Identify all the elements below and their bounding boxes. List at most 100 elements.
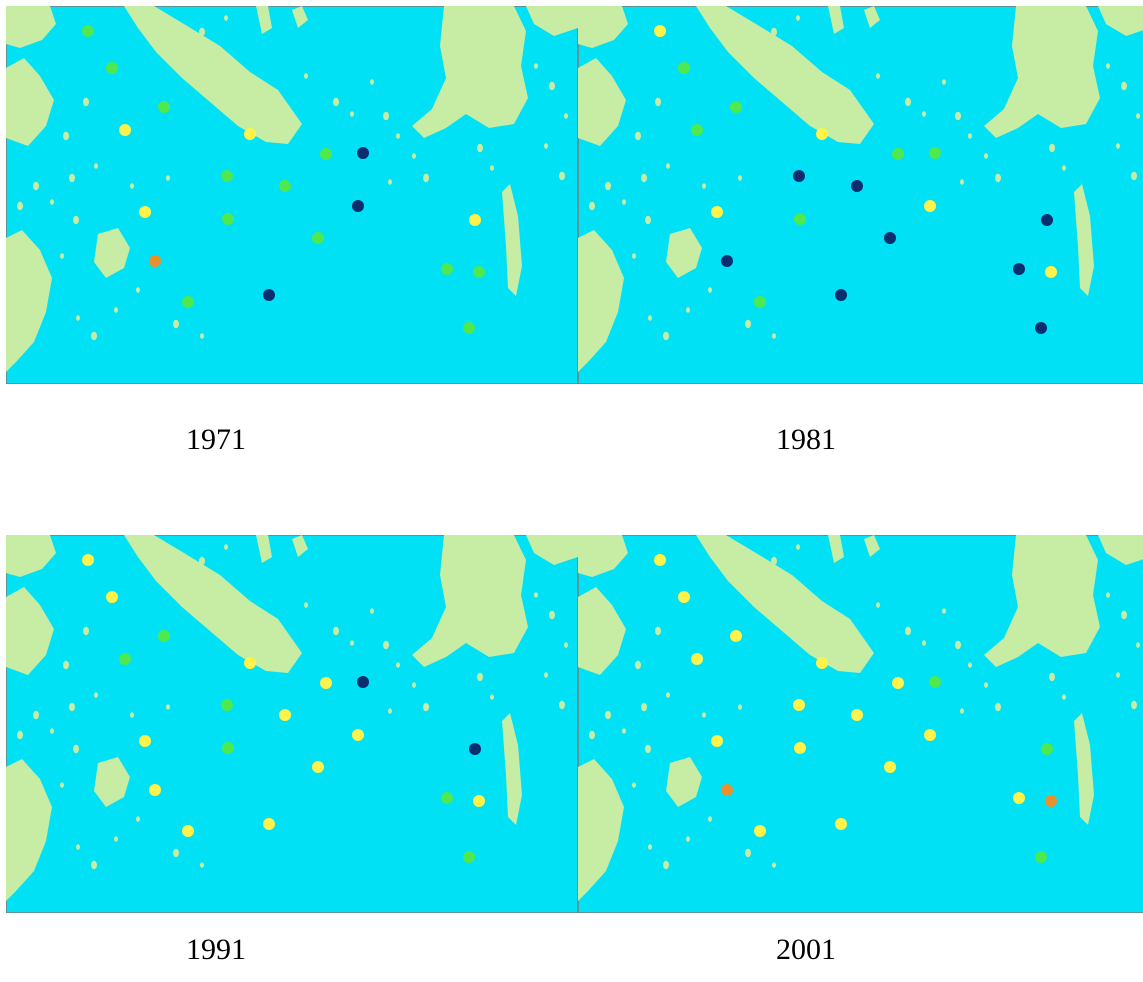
land-mass [864, 6, 880, 28]
islet [968, 662, 972, 668]
islet [622, 728, 626, 734]
islet [166, 175, 170, 181]
land-mass [6, 759, 52, 901]
station-marker-19 [1045, 795, 1057, 807]
map-svg [578, 535, 1143, 913]
islet [94, 163, 98, 169]
station-marker-12 [711, 735, 723, 747]
islet [745, 848, 751, 858]
station-marker-13 [884, 761, 896, 773]
station-marker-11 [924, 200, 936, 212]
land-mass [6, 6, 56, 48]
islet [564, 113, 568, 119]
islet [200, 333, 204, 339]
station-marker-7 [793, 699, 805, 711]
islet [350, 640, 354, 646]
islet [738, 175, 742, 181]
islet [333, 626, 339, 636]
islet [76, 844, 80, 850]
islet [632, 782, 636, 788]
station-marker-10 [794, 742, 806, 754]
land-mass [502, 713, 522, 825]
islet [388, 708, 392, 714]
land-mass [578, 6, 628, 48]
islet [91, 860, 97, 870]
land-mass [666, 228, 702, 278]
station-marker-3 [730, 630, 742, 642]
station-marker-13 [884, 232, 896, 244]
station-marker-17 [1041, 743, 1053, 755]
station-marker-20 [1035, 322, 1047, 334]
islet [69, 173, 75, 183]
land-mass [6, 58, 54, 146]
islet [1116, 143, 1120, 149]
islet [905, 97, 911, 107]
land-mass [292, 6, 308, 28]
land-mass [124, 535, 302, 673]
islet [942, 608, 946, 614]
islet [83, 97, 89, 107]
islet [383, 640, 389, 650]
islet [1121, 610, 1127, 620]
islet [549, 610, 555, 620]
station-marker-13 [312, 761, 324, 773]
islet [83, 626, 89, 636]
land-mass [696, 6, 874, 144]
station-marker-5 [816, 128, 828, 140]
islet [876, 602, 880, 608]
islet [968, 133, 972, 139]
islet [304, 602, 308, 608]
station-marker-11 [352, 200, 364, 212]
station-marker-17 [469, 743, 481, 755]
land-mass [864, 535, 880, 557]
map-svg [578, 6, 1143, 384]
islet [1106, 592, 1110, 598]
station-marker-10 [222, 742, 234, 754]
islet [876, 73, 880, 79]
islet [130, 712, 134, 718]
islet [396, 133, 400, 139]
land-mass [1098, 6, 1143, 36]
islet [641, 702, 647, 712]
islet [666, 163, 670, 169]
islet [94, 692, 98, 698]
islet [1131, 700, 1137, 710]
islet [130, 183, 134, 189]
station-marker-8 [929, 147, 941, 159]
land-mass [828, 535, 844, 563]
land-mass [502, 184, 522, 296]
islet [960, 708, 964, 714]
islet [304, 73, 308, 79]
station-marker-1 [654, 25, 666, 37]
station-marker-3 [158, 101, 170, 113]
map-panel-2001 [578, 535, 1143, 913]
islet [17, 730, 23, 740]
islet [412, 153, 416, 159]
islet [645, 744, 651, 754]
station-marker-11 [352, 729, 364, 741]
station-marker-3 [158, 630, 170, 642]
islet [423, 702, 429, 712]
station-marker-10 [794, 213, 806, 225]
station-marker-12 [139, 206, 151, 218]
islet [388, 179, 392, 185]
station-marker-5 [816, 657, 828, 669]
islet [955, 111, 961, 121]
land-mass [578, 759, 624, 901]
islet [942, 79, 946, 85]
station-marker-1 [82, 25, 94, 37]
islet [50, 199, 54, 205]
islet [114, 836, 118, 842]
islet [984, 682, 988, 688]
station-marker-6 [892, 148, 904, 160]
land-mass [6, 230, 52, 372]
station-marker-10 [222, 213, 234, 225]
islet [17, 201, 23, 211]
land-mass [526, 535, 578, 565]
station-marker-7 [221, 170, 233, 182]
station-marker-13 [312, 232, 324, 244]
station-marker-14 [149, 255, 161, 267]
station-marker-7 [793, 170, 805, 182]
islet [490, 694, 494, 700]
islet [905, 626, 911, 636]
